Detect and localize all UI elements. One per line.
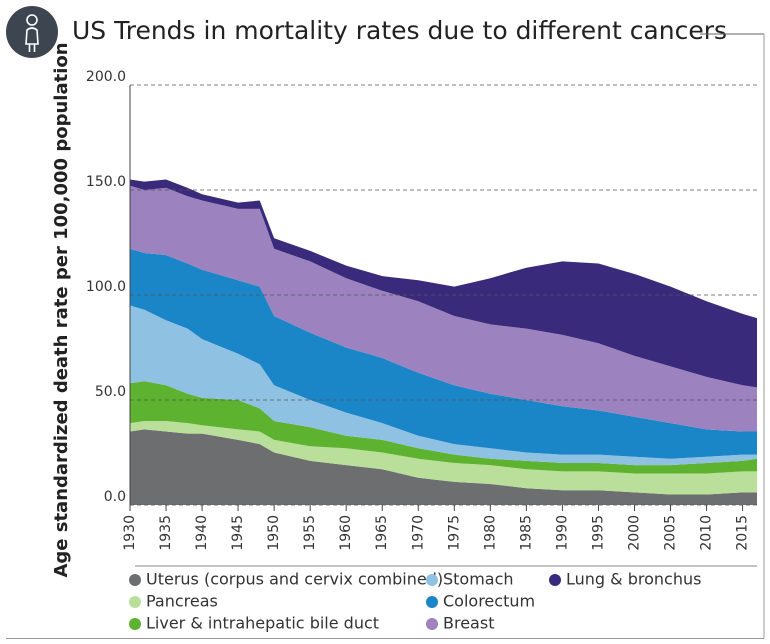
legend-label: Liver & intrahepatic bile duct: [146, 614, 379, 633]
x-tick-label: 1970: [410, 515, 426, 551]
frame-bottom: [6, 638, 764, 639]
x-tick-label: 1980: [482, 515, 498, 551]
legend-label: Pancreas: [146, 592, 218, 611]
x-tick-label: 2010: [699, 515, 715, 551]
icon-figure: [25, 14, 39, 52]
y-tick-label: 200.0: [86, 69, 126, 85]
x-tick-label: 1960: [338, 515, 354, 551]
x-tick-label: 1990: [554, 515, 570, 551]
legend-swatch: [129, 574, 141, 586]
legend-label: Breast: [443, 614, 494, 633]
area: [130, 381, 757, 474]
y-tick-label: 150.0: [86, 174, 126, 190]
area: [130, 179, 757, 388]
x-tick-label: 2000: [626, 515, 642, 551]
icon: [6, 6, 58, 58]
area: [130, 248, 757, 459]
x-tick-label: 1975: [446, 515, 462, 551]
y-tick-label: 0.0: [104, 489, 126, 505]
area: [130, 305, 757, 466]
x-tick-label: 1945: [230, 515, 246, 551]
y-tick-label: 50.0: [95, 384, 126, 400]
x-tick-label: 2005: [663, 515, 679, 551]
x-tick-label: 1930: [122, 515, 138, 551]
x-tick-label: 1985: [518, 515, 534, 551]
legend-label: Stomach: [443, 570, 514, 589]
x-tick-label: 1950: [266, 515, 282, 551]
x-tick-label: 1935: [158, 515, 174, 551]
legend-label: Lung & bronchus: [566, 570, 701, 589]
legend-swatch: [129, 596, 141, 608]
chart-title: US Trends in mortality rates due to diff…: [72, 16, 727, 45]
legend-label: Uterus (corpus and cervix combined): [146, 570, 443, 589]
x-tick-label: 2015: [735, 515, 751, 551]
legend-swatch: [549, 574, 561, 586]
legend-swatch: [426, 574, 438, 586]
legend-swatch: [129, 618, 141, 630]
x-tick-label: 1965: [374, 515, 390, 551]
x-tick-label: 1940: [194, 515, 210, 551]
legend-label: Colorectum: [443, 592, 535, 611]
legend-swatch: [426, 618, 438, 630]
x-tick-label: 1995: [590, 515, 606, 551]
area: [130, 429, 757, 505]
x-tick-label: 1955: [302, 515, 318, 551]
y-tick-label: 100.0: [86, 279, 126, 295]
y-axis-label: Age standardized death rate per 100,000 …: [51, 42, 72, 577]
area: [130, 421, 757, 495]
legend-swatch: [426, 596, 438, 608]
area: [130, 185, 757, 432]
